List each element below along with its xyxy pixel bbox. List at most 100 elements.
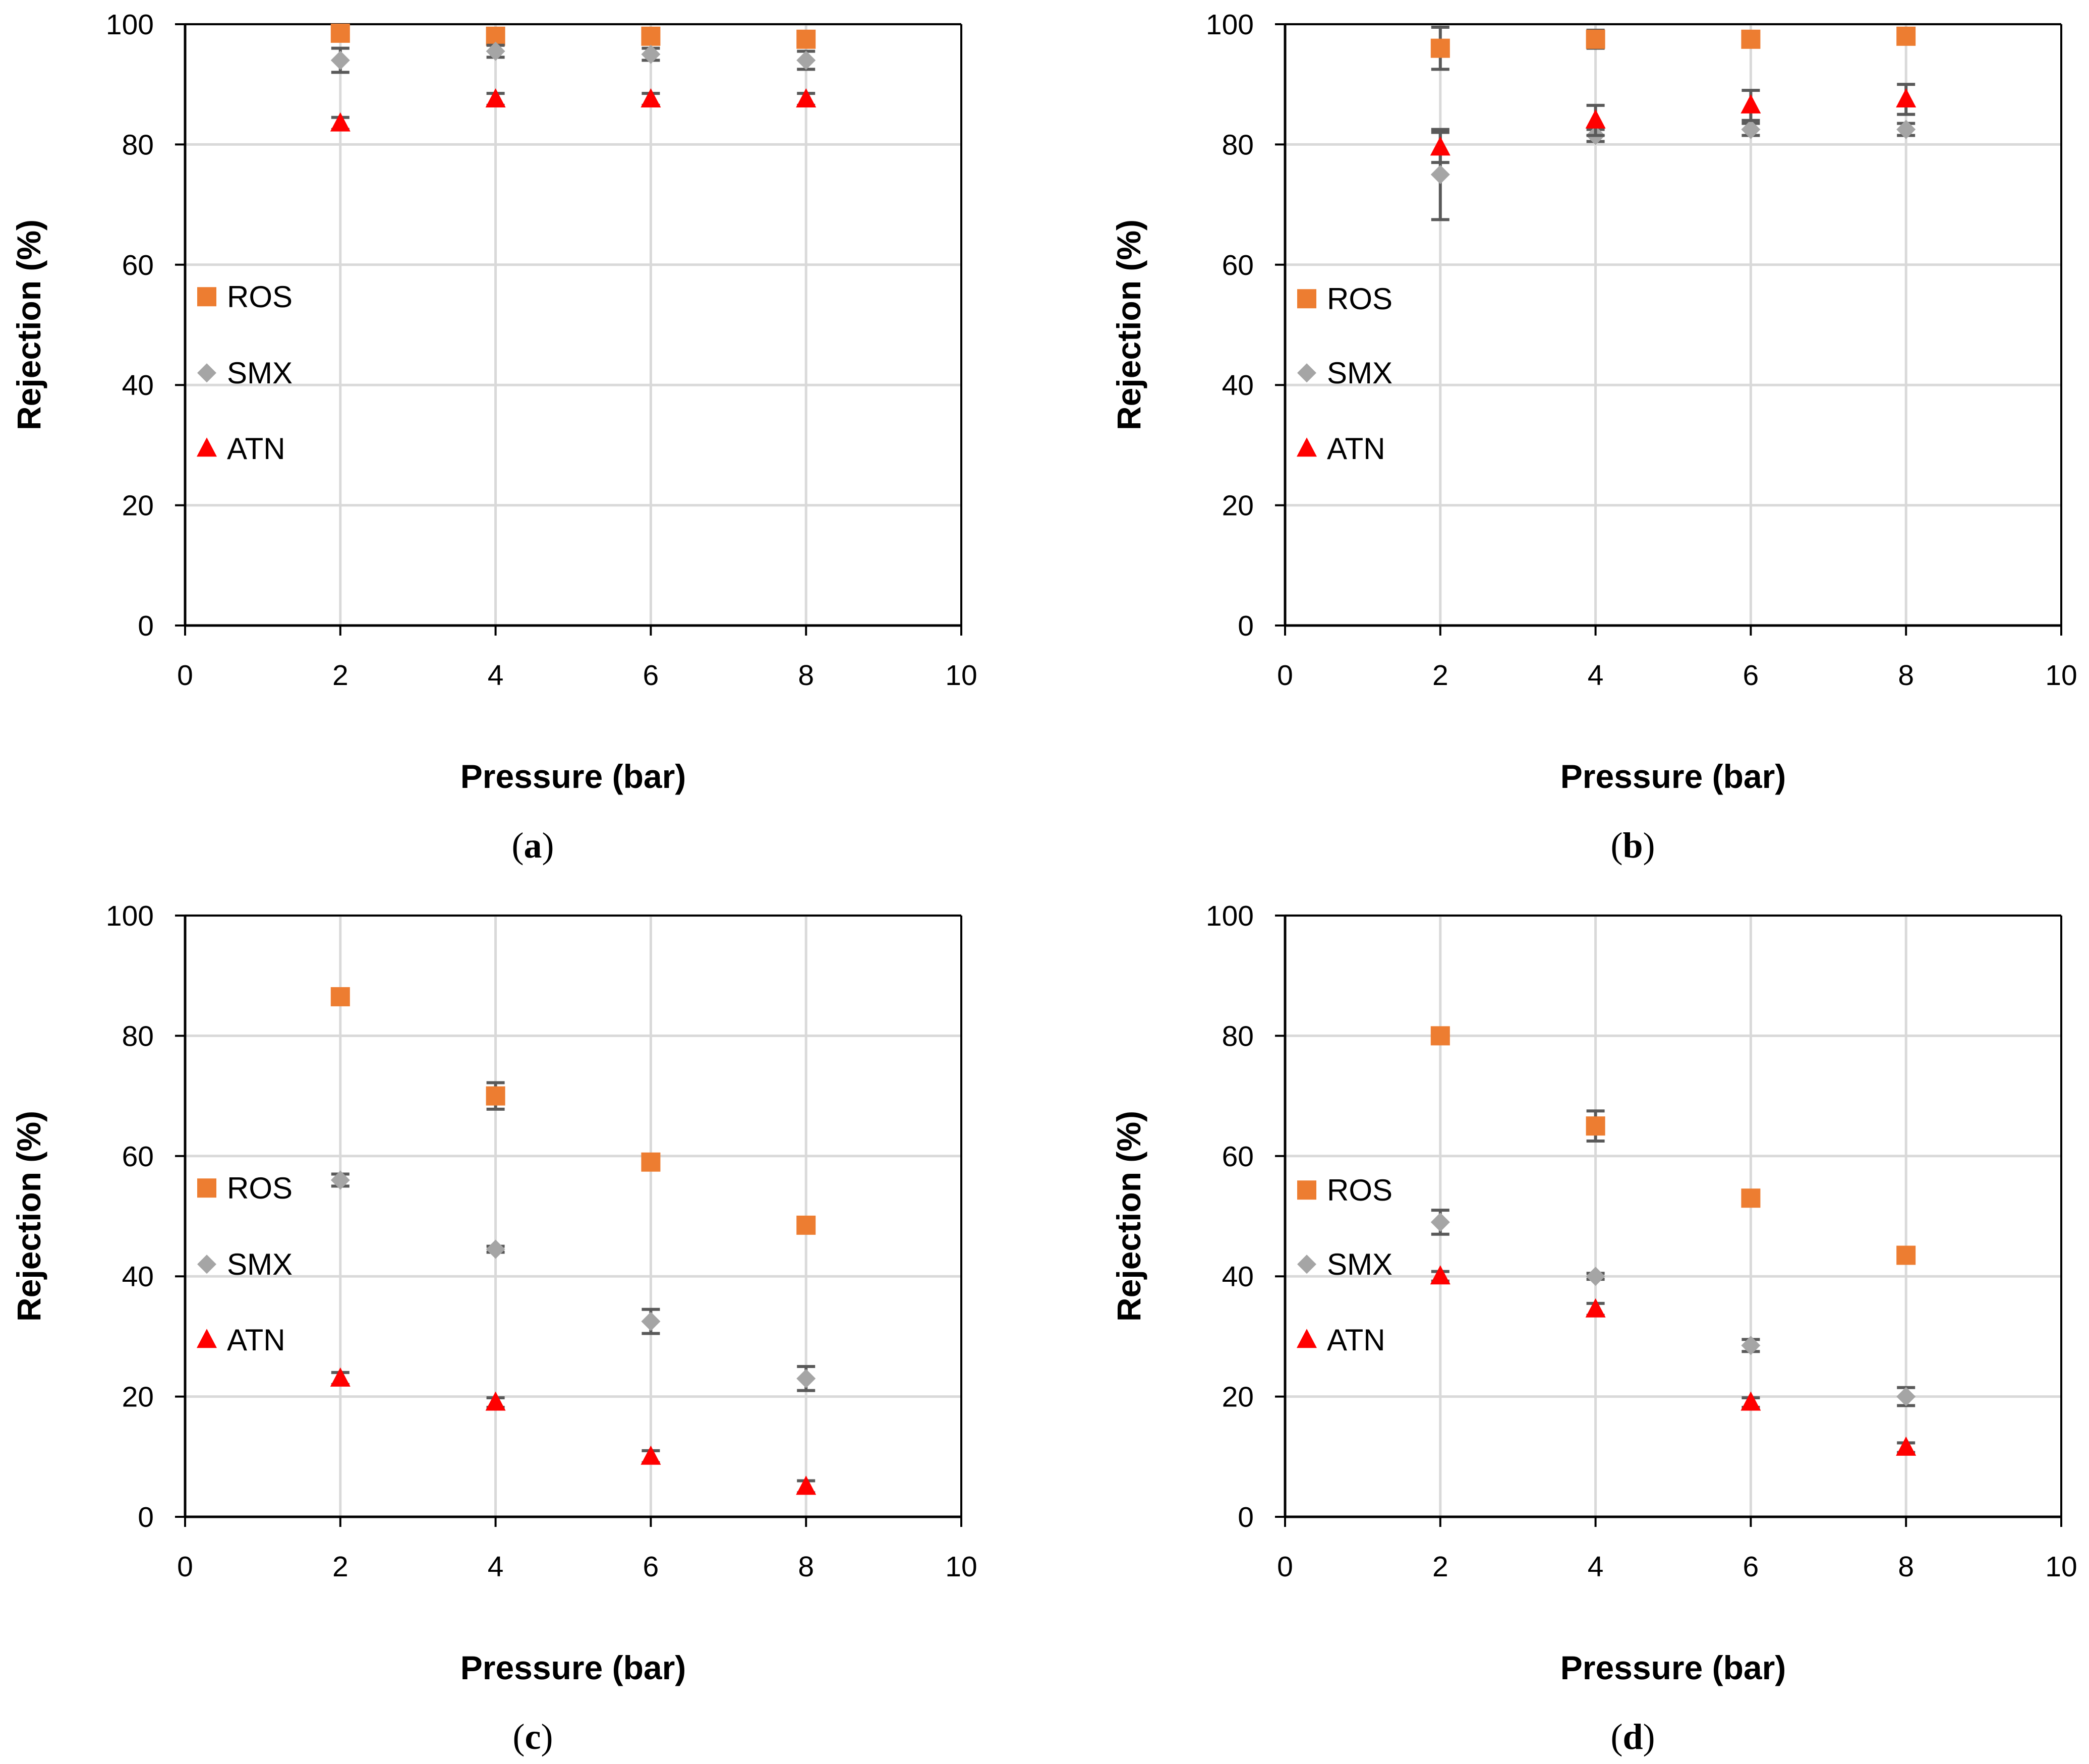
y-tick-label: 60 xyxy=(1222,249,1254,281)
legend-label-ros: ROS xyxy=(1327,1173,1392,1207)
legend: ROS SMX ATN xyxy=(197,1171,293,1357)
point-smx xyxy=(1741,120,1761,139)
y-tick-label: 100 xyxy=(106,900,154,932)
point-ros xyxy=(1430,38,1450,58)
y-axis-title: Rejection (%) xyxy=(10,1111,47,1322)
x-tick-label: 8 xyxy=(798,659,814,692)
point-ros xyxy=(330,23,350,43)
x-tick-label: 2 xyxy=(1432,1551,1448,1583)
legend-label-atn: ATN xyxy=(227,1323,285,1357)
point-atn xyxy=(641,1445,661,1465)
legend-icon-ros xyxy=(1297,289,1316,309)
x-tick-label: 6 xyxy=(643,1551,659,1583)
point-ros xyxy=(1586,1116,1605,1136)
panel-label: (a) xyxy=(512,825,554,866)
point-ros xyxy=(1741,1188,1761,1208)
point-smx xyxy=(641,1312,661,1331)
point-smx xyxy=(330,1170,350,1190)
point-ros xyxy=(796,29,816,49)
point-atn xyxy=(330,1367,351,1387)
panel-label: (b) xyxy=(1610,825,1655,866)
y-tick-label: 40 xyxy=(1222,369,1254,402)
x-tick-label: 0 xyxy=(1277,1551,1293,1583)
x-tick-label: 8 xyxy=(1898,659,1914,692)
point-atn xyxy=(796,1475,817,1495)
panel-label: (c) xyxy=(513,1717,553,1757)
y-tick-label: 60 xyxy=(1222,1141,1254,1173)
legend-label-smx: SMX xyxy=(1327,356,1392,390)
point-smx xyxy=(796,50,816,70)
point-smx xyxy=(1896,120,1916,139)
point-ros xyxy=(1586,29,1605,49)
point-atn xyxy=(485,1391,506,1411)
x-tick-label: 4 xyxy=(1588,1551,1604,1583)
x-tick-label: 10 xyxy=(2045,1551,2077,1583)
point-ros xyxy=(796,1215,816,1235)
y-tick-label: 40 xyxy=(122,369,154,402)
x-tick-label: 6 xyxy=(1743,1551,1759,1583)
point-atn xyxy=(1585,1298,1606,1318)
legend-label-ros: ROS xyxy=(227,1171,293,1205)
x-tick-label: 10 xyxy=(945,1551,977,1583)
legend-label-smx: SMX xyxy=(227,1247,293,1281)
legend-label-atn: ATN xyxy=(1327,1323,1385,1357)
x-tick-label: 2 xyxy=(1432,659,1448,692)
x-tick-label: 4 xyxy=(488,1551,504,1583)
chart-panel-c: 0 20 40 60 80 100 0 2 4 6 8 10 Pressure (bar) Rejecti… xyxy=(10,900,977,1757)
point-smx xyxy=(1430,1212,1450,1232)
y-axis-title: Rejection (%) xyxy=(10,219,47,430)
legend-icon-atn xyxy=(1297,437,1317,457)
point-ros xyxy=(1896,26,1916,46)
point-ros xyxy=(1741,29,1761,49)
x-tick-label: 8 xyxy=(798,1551,814,1583)
x-axis-title: Pressure (bar) xyxy=(1560,758,1786,795)
legend-icon-smx xyxy=(197,363,216,383)
y-tick-label: 0 xyxy=(1238,610,1254,642)
legend-icon-atn xyxy=(197,437,217,457)
x-tick-label: 4 xyxy=(488,659,504,692)
y-tick-label: 80 xyxy=(1222,1020,1254,1052)
legend-label-ros: ROS xyxy=(227,280,293,314)
x-tick-label: 0 xyxy=(177,659,193,692)
x-tick-label: 4 xyxy=(1588,659,1604,692)
legend-icon-smx xyxy=(197,1255,216,1274)
legend: ROS SMX ATN xyxy=(197,280,293,466)
point-atn xyxy=(796,88,817,107)
point-ros xyxy=(641,26,661,46)
point-smx xyxy=(330,50,350,70)
legend: ROS SMX ATN xyxy=(1297,282,1392,466)
point-atn xyxy=(1430,136,1450,156)
legend-label-atn: ATN xyxy=(1327,432,1385,466)
legend-icon-smx xyxy=(1297,1255,1316,1274)
y-tick-label: 60 xyxy=(122,249,154,281)
legend-label-smx: SMX xyxy=(227,356,293,390)
point-ros xyxy=(1896,1245,1916,1265)
chart-panel-a: 0 20 40 60 80 100 0 2 4 6 8 10 Pressure (bar) Rejecti… xyxy=(10,9,977,866)
legend-icon-ros xyxy=(197,1178,216,1198)
point-atn xyxy=(1896,88,1917,107)
x-tick-label: 8 xyxy=(1898,1551,1914,1583)
y-tick-label: 0 xyxy=(1238,1501,1254,1533)
point-atn xyxy=(1585,109,1606,129)
point-atn xyxy=(641,88,661,107)
x-tick-label: 10 xyxy=(2045,659,2077,692)
point-smx xyxy=(796,1369,816,1388)
point-atn xyxy=(1740,1391,1761,1411)
x-axis-title: Pressure (bar) xyxy=(460,1649,686,1686)
legend: ROS SMX ATN xyxy=(1297,1173,1392,1357)
y-tick-label: 20 xyxy=(1222,1381,1254,1413)
y-axis-title: Rejection (%) xyxy=(1110,1111,1147,1322)
y-tick-label: 0 xyxy=(138,610,154,642)
y-tick-label: 80 xyxy=(122,129,154,161)
point-smx xyxy=(641,44,661,64)
point-smx xyxy=(1896,1387,1916,1406)
point-atn xyxy=(1896,1436,1917,1456)
point-ros xyxy=(1430,1026,1450,1046)
x-tick-label: 6 xyxy=(643,659,659,692)
point-smx xyxy=(1586,1267,1605,1286)
y-tick-label: 60 xyxy=(122,1141,154,1173)
point-atn xyxy=(1740,94,1761,113)
x-tick-label: 10 xyxy=(945,659,977,692)
y-tick-label: 20 xyxy=(122,1381,154,1413)
